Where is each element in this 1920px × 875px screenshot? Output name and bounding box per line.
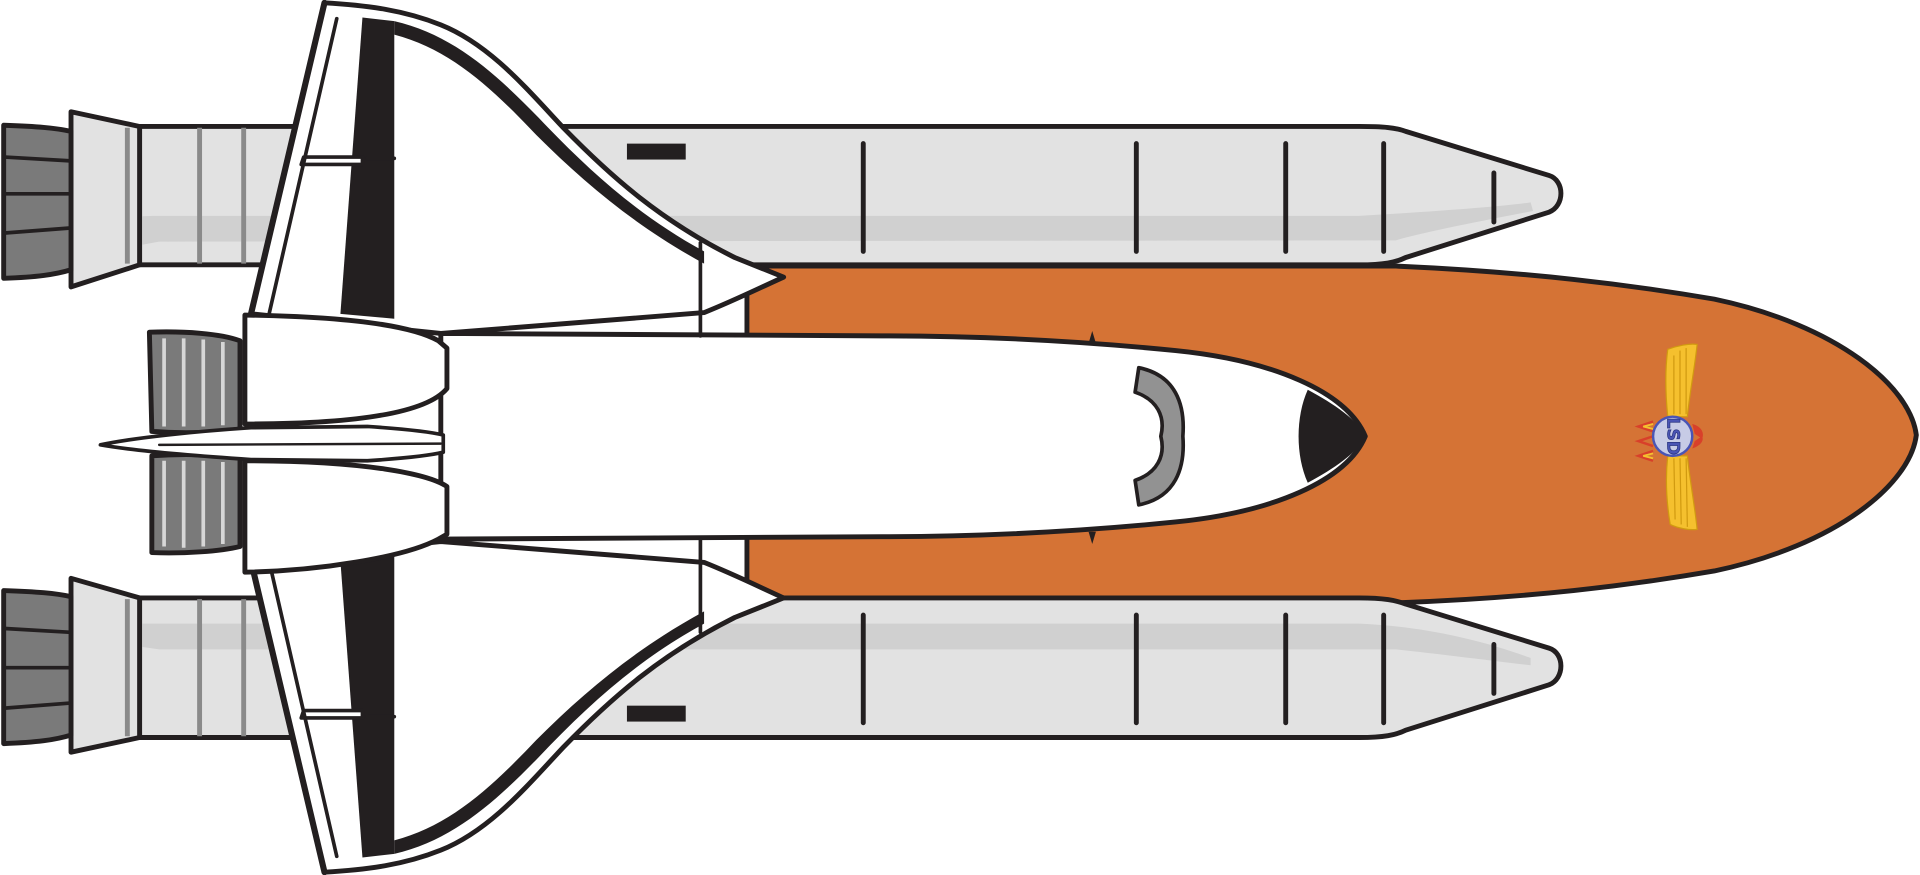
- orbiter-wing-top-leading-edge: [394, 21, 705, 264]
- orbiter-elevon-top: [299, 155, 365, 167]
- booster-bottom: [1, 575, 1564, 755]
- booster-bottom-marker: [626, 705, 686, 722]
- booster-top: [1, 109, 1564, 290]
- orbiter-wing-bottom-leading-edge: [394, 611, 705, 854]
- booster-top-segment-lines: [860, 141, 1497, 254]
- booster-top-nozzle-lines: [3, 155, 71, 235]
- emblem-flames: [1634, 420, 1654, 462]
- orbiter-wings: [247, 0, 787, 875]
- orbiter-elevon-bottom: [299, 708, 365, 720]
- orbiter-engines: [98, 312, 450, 575]
- booster-top-nozzle: [1, 122, 74, 281]
- oms-pod-top: [242, 312, 450, 427]
- booster-bottom-segment-lines: [860, 612, 1497, 726]
- orbiter-wing-top-edge: [340, 17, 395, 319]
- orbiter-wing-bottom-edge: [340, 556, 395, 858]
- booster-top-marker: [626, 143, 686, 160]
- cockpit-window: [1133, 365, 1186, 507]
- orbiter-nose-cap: [1298, 389, 1366, 483]
- oms-pod-bottom: [242, 458, 450, 575]
- orbiter-body: [438, 330, 1368, 542]
- orbiter-fuselage: [438, 240, 1368, 635]
- emblem-text: LSD: [1663, 418, 1683, 455]
- booster-bottom-nozzle-lines: [3, 626, 71, 710]
- booster-top-ribs: [124, 127, 247, 264]
- booster-bottom-ribs: [124, 599, 247, 737]
- wings-emblem: LSD: [1634, 343, 1703, 531]
